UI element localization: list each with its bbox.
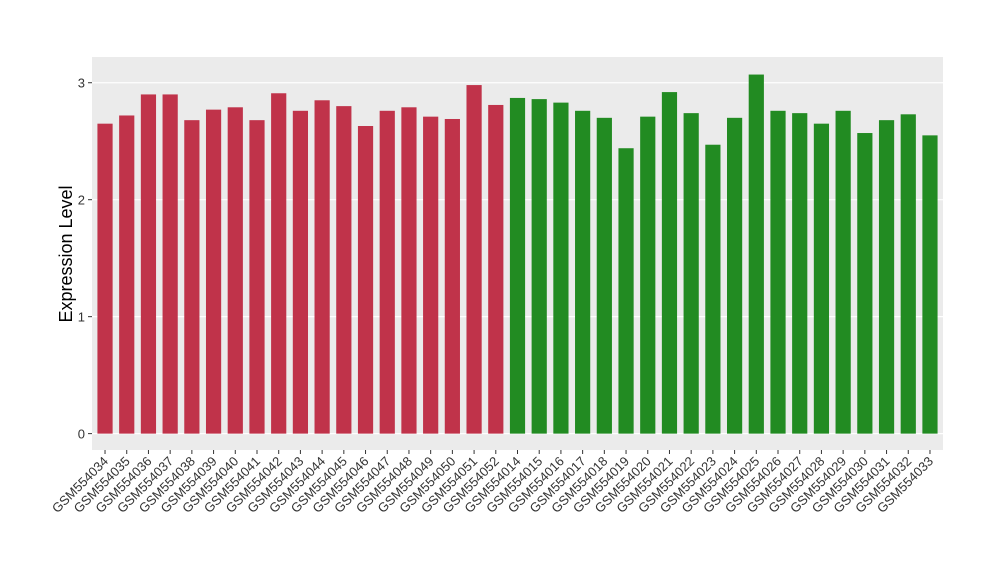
bar (575, 110, 591, 434)
bar (553, 102, 569, 434)
bar (900, 114, 916, 434)
bar (835, 110, 851, 434)
y-tick-label: 0 (78, 427, 85, 442)
bar (401, 107, 417, 434)
bar (162, 94, 178, 434)
bar (140, 94, 157, 434)
bar (249, 120, 265, 434)
bar (770, 110, 786, 434)
bar (748, 74, 764, 434)
bar (379, 110, 395, 434)
bar (205, 109, 222, 434)
bar (466, 85, 482, 434)
bar (488, 104, 504, 434)
bar (922, 135, 938, 434)
bar (292, 110, 309, 434)
bar (661, 92, 678, 434)
bar (813, 123, 830, 434)
bar (336, 106, 352, 434)
bar (271, 93, 287, 434)
bar (119, 115, 135, 434)
y-axis-title: Expression Level (56, 185, 76, 322)
bar (97, 123, 113, 434)
bar (184, 120, 200, 434)
bar (314, 100, 330, 434)
bar (726, 117, 743, 434)
bar (444, 118, 460, 434)
bar (618, 148, 634, 434)
bar (640, 116, 656, 434)
bar (227, 107, 243, 434)
bar (792, 113, 808, 434)
bar (357, 126, 374, 434)
bar (596, 117, 612, 434)
y-tick-label: 1 (78, 310, 85, 325)
y-tick-label: 3 (78, 76, 85, 91)
bar (423, 116, 439, 434)
bar (705, 144, 721, 434)
bar (857, 133, 873, 434)
bar (878, 120, 895, 434)
bar (509, 97, 526, 434)
bar (531, 99, 547, 434)
y-tick-label: 2 (78, 193, 85, 208)
bar (683, 113, 699, 434)
